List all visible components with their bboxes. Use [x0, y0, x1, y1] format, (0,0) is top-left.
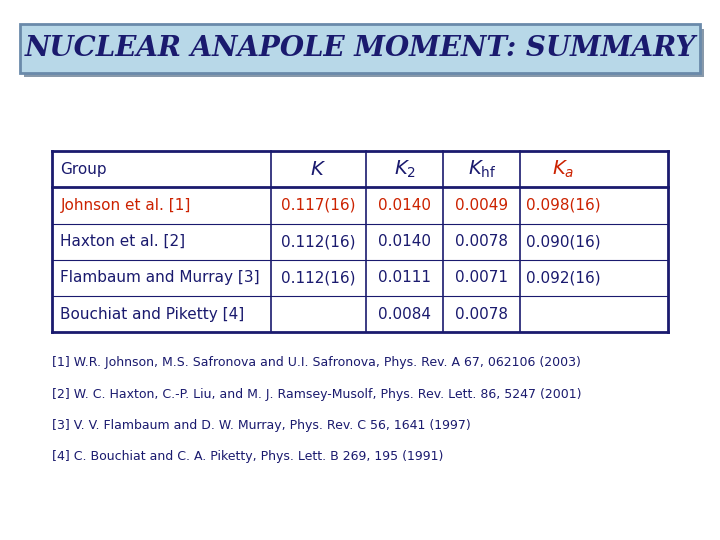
Text: 0.0140: 0.0140 — [378, 234, 431, 249]
Text: Flambaum and Murray [3]: Flambaum and Murray [3] — [60, 271, 260, 285]
Text: [1] W.R. Johnson, M.S. Safronova and U.I. Safronova, Phys. Rev. A 67, 062106 (20: [1] W.R. Johnson, M.S. Safronova and U.I… — [52, 356, 581, 369]
Text: [3] V. V. Flambaum and D. W. Murray, Phys. Rev. C 56, 1641 (1997): [3] V. V. Flambaum and D. W. Murray, Phy… — [52, 419, 471, 432]
Text: [4] C. Bouchiat and C. A. Piketty, Phys. Lett. B 269, 195 (1991): [4] C. Bouchiat and C. A. Piketty, Phys.… — [52, 450, 444, 463]
Text: 0.0140: 0.0140 — [378, 198, 431, 213]
Text: NUCLEAR ANAPOLE MOMENT: SUMMARY: NUCLEAR ANAPOLE MOMENT: SUMMARY — [24, 35, 696, 62]
Text: Bouchiat and Piketty [4]: Bouchiat and Piketty [4] — [60, 307, 245, 321]
Text: 0.117(16): 0.117(16) — [281, 198, 356, 213]
Text: Haxton et al. [2]: Haxton et al. [2] — [60, 234, 186, 249]
Text: 0.0049: 0.0049 — [455, 198, 508, 213]
Text: 0.0071: 0.0071 — [455, 271, 508, 285]
Text: [2] W. C. Haxton, C.-P. Liu, and M. J. Ramsey-Musolf, Phys. Rev. Lett. 86, 5247 : [2] W. C. Haxton, C.-P. Liu, and M. J. R… — [52, 388, 581, 401]
Bar — [24, 29, 704, 77]
Text: 0.0111: 0.0111 — [378, 271, 431, 285]
Text: 0.0084: 0.0084 — [378, 307, 431, 321]
Text: $\mathit{K}$: $\mathit{K}$ — [310, 160, 326, 179]
Text: 0.090(16): 0.090(16) — [526, 234, 600, 249]
Text: 0.0078: 0.0078 — [455, 234, 508, 249]
Text: 0.0078: 0.0078 — [455, 307, 508, 321]
Text: $\mathit{K}_2$: $\mathit{K}_2$ — [394, 159, 415, 180]
Text: 0.112(16): 0.112(16) — [281, 234, 356, 249]
Text: 0.098(16): 0.098(16) — [526, 198, 600, 213]
Bar — [52, 151, 668, 332]
Text: $\mathit{K}_a$: $\mathit{K}_a$ — [552, 159, 575, 180]
Text: 0.092(16): 0.092(16) — [526, 271, 600, 285]
Text: Group: Group — [60, 162, 107, 177]
Text: 0.112(16): 0.112(16) — [281, 271, 356, 285]
Bar — [20, 24, 700, 73]
Text: Johnson et al. [1]: Johnson et al. [1] — [60, 198, 191, 213]
Text: $\mathit{K}_\mathrm{hf}$: $\mathit{K}_\mathrm{hf}$ — [467, 159, 496, 180]
